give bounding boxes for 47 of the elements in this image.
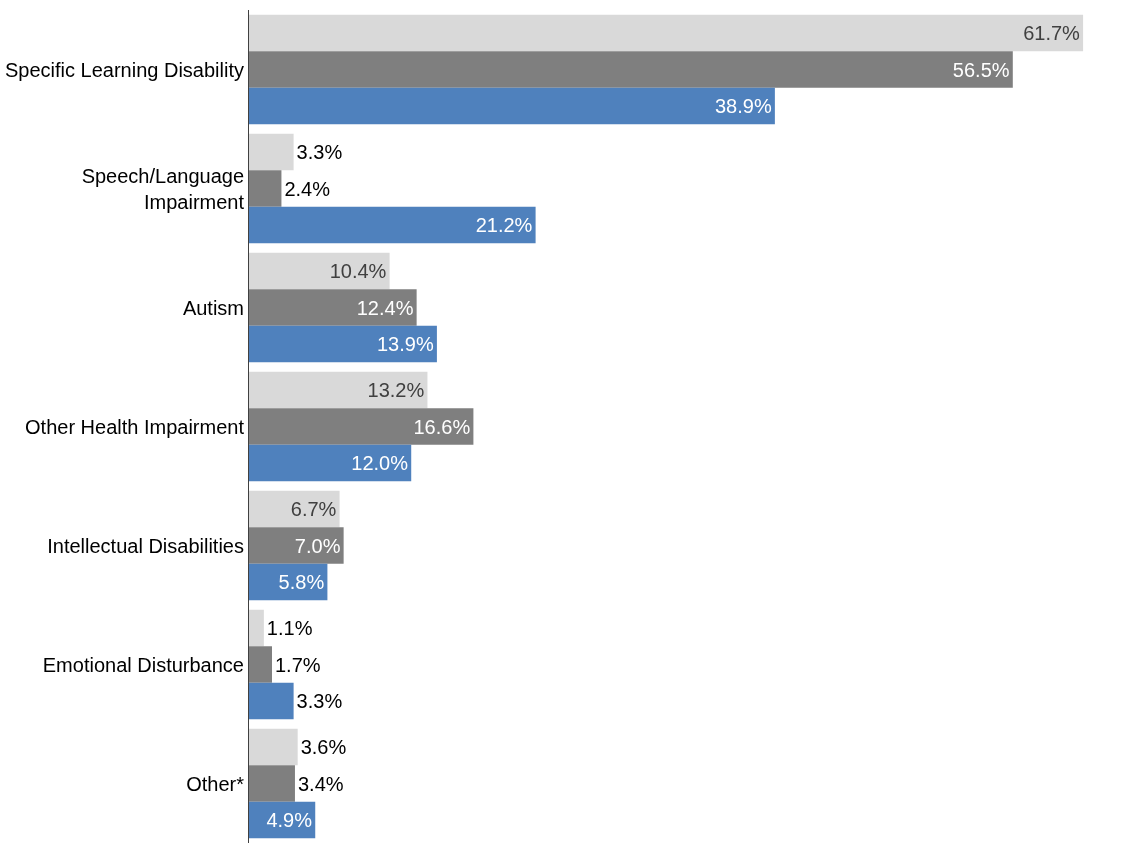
- bar: [249, 646, 272, 683]
- bar: [249, 51, 1013, 88]
- bar: [249, 682, 294, 720]
- data-label: 2.4%: [284, 177, 331, 200]
- data-label: 13.9%: [376, 332, 434, 355]
- y-tick-label: Emotional Disturbance: [42, 653, 244, 676]
- data-label: 12.0%: [351, 451, 409, 474]
- data-label: 12.4%: [356, 296, 414, 319]
- bar: [249, 371, 428, 409]
- data-label: 10.4%: [329, 260, 387, 283]
- y-tick-label: Other*: [186, 772, 245, 795]
- data-label: 3.3%: [296, 141, 343, 164]
- bar: [249, 133, 294, 171]
- bar: [249, 527, 344, 564]
- data-label: 38.9%: [714, 95, 772, 117]
- data-label: 56.5%: [952, 58, 1010, 81]
- bar: [249, 728, 298, 766]
- bar: [249, 289, 417, 326]
- y-tick-label: Autism: [182, 296, 244, 319]
- data-label: 16.6%: [413, 415, 471, 438]
- data-label: 1.7%: [274, 653, 321, 676]
- bar: [249, 170, 282, 207]
- data-label: 3.6%: [300, 736, 347, 759]
- bar: [249, 252, 390, 290]
- data-label: 7.0%: [294, 534, 341, 557]
- bar: [249, 206, 536, 244]
- y-tick-label: Specific Learning Disability: [4, 58, 244, 81]
- data-label: 21.2%: [475, 213, 533, 236]
- bar: [249, 609, 264, 647]
- data-label: 1.1%: [266, 617, 313, 640]
- data-label: 6.7%: [290, 498, 337, 521]
- bar: [249, 87, 775, 125]
- data-label: 13.2%: [367, 379, 425, 402]
- y-tick-label: Intellectual Disabilities: [47, 534, 244, 557]
- bar: [249, 325, 437, 363]
- y-tick-label: Speech/Language Impairment: [81, 164, 245, 213]
- y-tick-label: Other Health Impairment: [25, 415, 245, 438]
- data-label: 5.8%: [278, 570, 325, 593]
- bar: [249, 444, 412, 482]
- data-label: 3.3%: [296, 689, 343, 712]
- bar: [249, 14, 1084, 52]
- bar: [249, 765, 295, 802]
- data-label: 4.9%: [266, 808, 313, 831]
- bar: [249, 408, 474, 445]
- data-label: 3.4%: [297, 772, 344, 795]
- data-label: 61.7%: [1023, 22, 1081, 44]
- bar: [249, 490, 340, 528]
